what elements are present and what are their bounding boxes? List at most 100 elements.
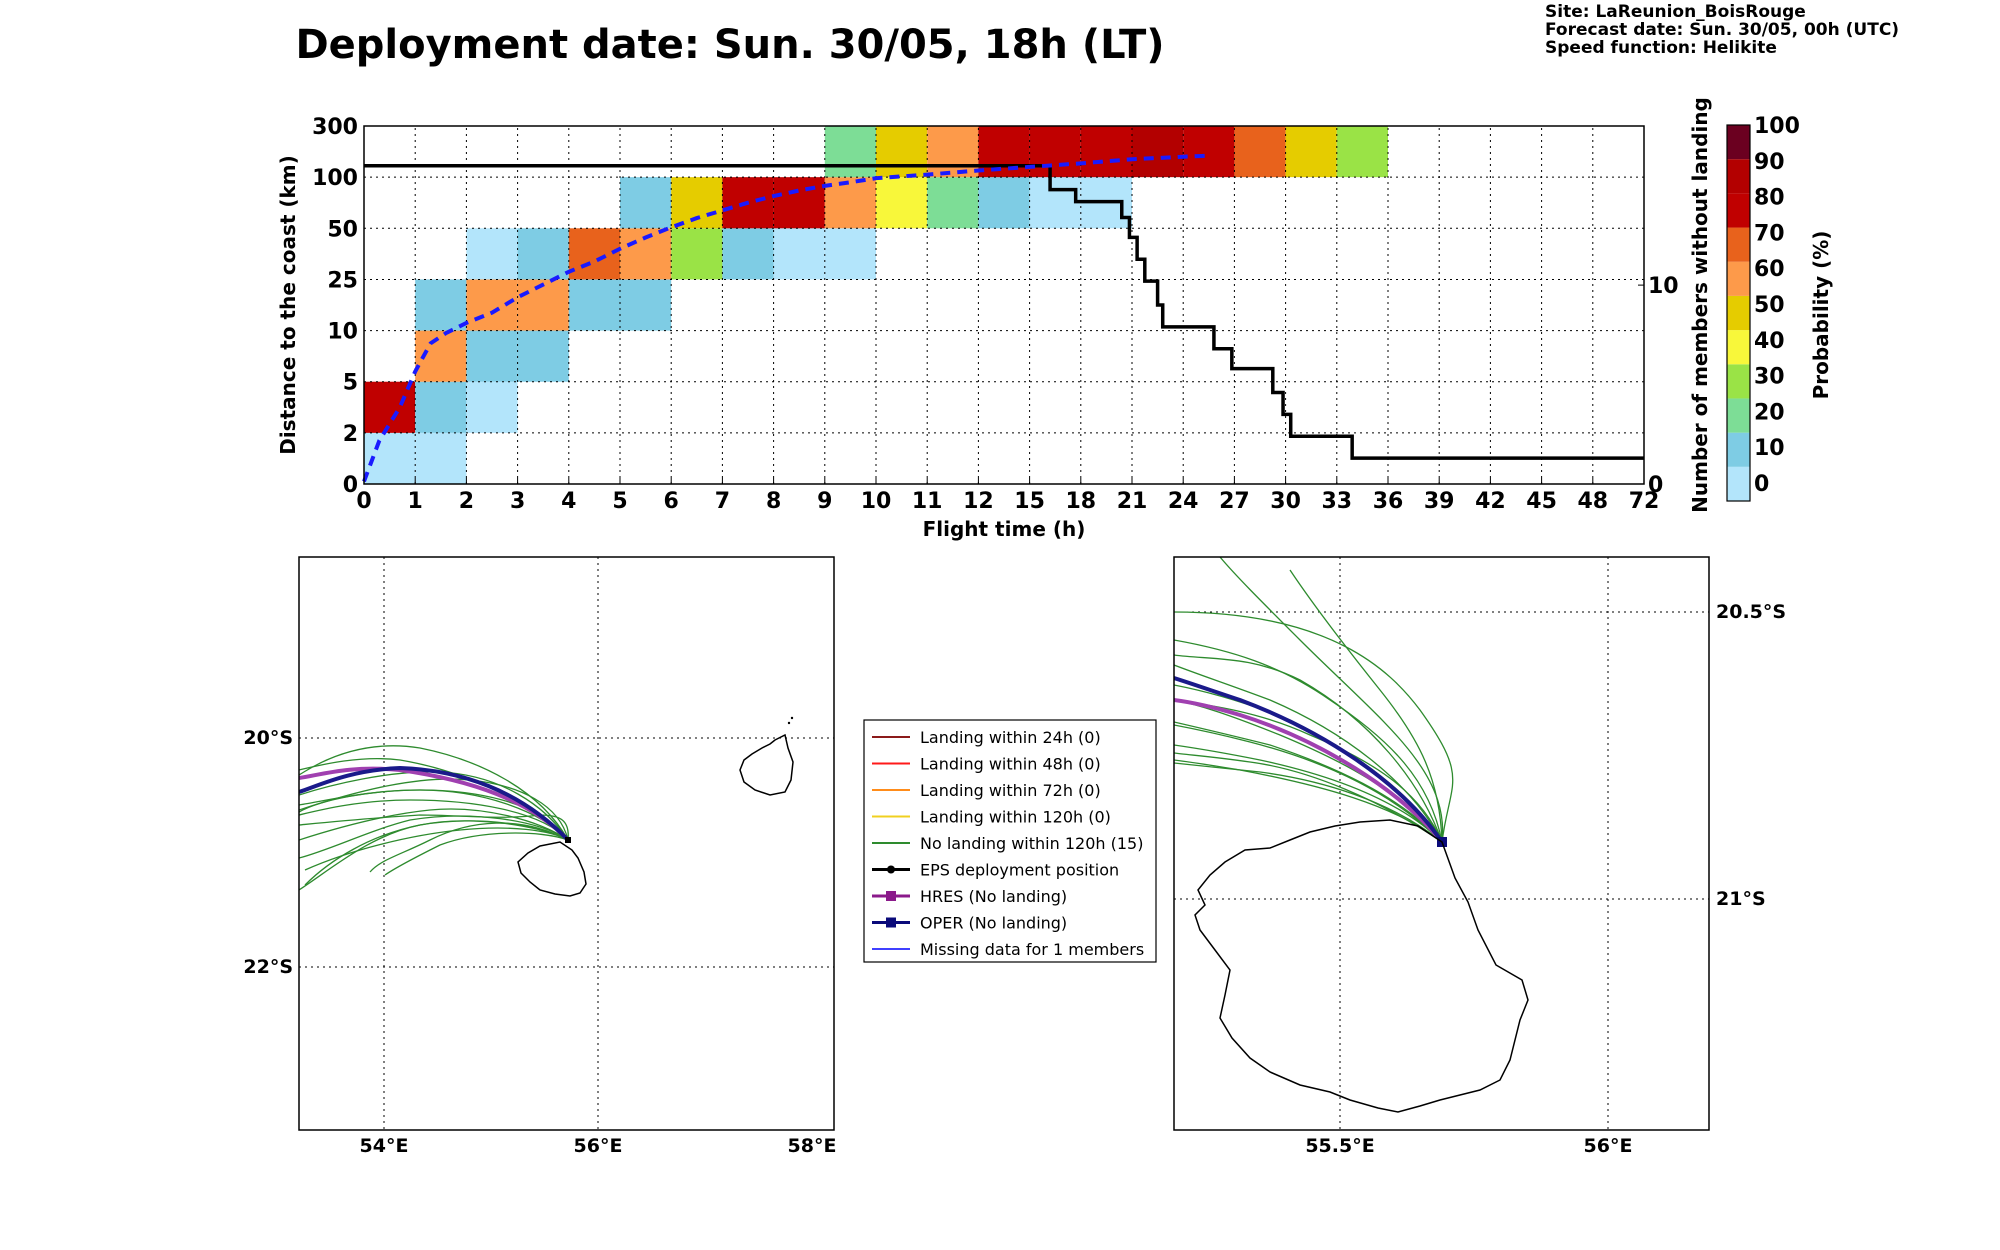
colorbar-frame <box>1726 124 1751 502</box>
legend-label: EPS deployment position <box>920 861 1119 880</box>
heatmap-cell <box>1029 126 1081 178</box>
colorbar-segment <box>1727 364 1750 399</box>
y-tick-label: 300 <box>312 115 358 140</box>
member-trajectory <box>299 820 569 891</box>
heatmap-lines <box>362 153 1644 483</box>
y-tick-label: 2 <box>343 422 358 447</box>
heatmap-cell <box>773 177 825 229</box>
heatmap-cell <box>824 228 876 280</box>
x-tick-label: 48 <box>1577 489 1608 514</box>
heatmap-cell <box>364 381 416 433</box>
heatmap-x-label: Flight time (h) <box>923 517 1086 541</box>
heatmap-cell <box>466 381 518 433</box>
heatmap-cell <box>1183 126 1235 178</box>
colorbar-tick-label: 80 <box>1754 186 1785 211</box>
right-map-ytick: 21°S <box>1716 888 1766 910</box>
heatmap-cell <box>773 228 825 280</box>
left-mauritius-coastline <box>739 733 794 796</box>
left-map: 54°E 56°E 58°E 20°S 22°S <box>243 556 837 1157</box>
colorbar-segment <box>1727 432 1750 467</box>
heatmap-cell <box>517 279 569 331</box>
colorbar-segment <box>1727 261 1750 296</box>
heatmap-y2-ticks: 0 10 <box>1638 274 1679 498</box>
legend-marker <box>887 865 895 874</box>
y-tick-label: 0 <box>343 473 358 498</box>
heatmap-cell <box>876 126 928 178</box>
member-trajectory <box>1174 744 1443 843</box>
x-tick-label: 10 <box>861 489 892 514</box>
heatmap-cell <box>568 228 620 280</box>
heatmap-x-ticks: 0 1 2 3 4 5 6 7 8 9 10 11 12 15 18 21 24 27 30 33 36 39 42 45 48… <box>356 478 1659 514</box>
heatmap-cell <box>671 177 723 229</box>
left-oper-trajectory <box>299 765 570 842</box>
member-trajectory <box>369 822 569 873</box>
heatmap-cell <box>1080 126 1132 178</box>
heatmap-cell <box>620 279 672 331</box>
colorbar-segment <box>1727 330 1750 365</box>
left-reunion-coastline <box>517 841 587 897</box>
left-member-trajectories <box>299 745 569 891</box>
x-tick-label: 2 <box>459 489 474 514</box>
heatmap-y-label: Distance to the coast (km) <box>276 155 300 455</box>
heatmap-cell <box>1285 126 1337 178</box>
x-tick-label: 33 <box>1321 489 1352 514</box>
legend-label: HRES (No landing) <box>920 887 1067 906</box>
colorbar-tick-label: 30 <box>1754 365 1785 390</box>
x-tick-label: 15 <box>1014 489 1045 514</box>
right-oper-trajectory <box>1174 676 1444 844</box>
left-island-dot <box>790 716 794 720</box>
x-tick-label: 27 <box>1219 489 1250 514</box>
colorbar-tick-label: 0 <box>1754 472 1769 497</box>
legend-label: Landing within 48h (0) <box>920 755 1101 774</box>
left-map-xtick: 58°E <box>788 1135 837 1157</box>
x-tick-label: 45 <box>1526 489 1557 514</box>
heatmap-cells <box>364 126 1388 484</box>
x-tick-label: 36 <box>1373 489 1404 514</box>
y-tick-label: 10 <box>327 320 358 345</box>
right-map: 55.5°E 56°E 20.5°S 21°S <box>1173 556 1786 1157</box>
left-map-xtick: 54°E <box>360 1135 409 1157</box>
heatmap-cell <box>1132 126 1184 178</box>
speed-info: Speed function: Helikite <box>1545 38 1777 58</box>
y-tick-label: 25 <box>327 268 358 293</box>
heatmap-cell <box>1029 177 1081 229</box>
left-map-content <box>299 557 834 1130</box>
heatmap-cell <box>466 330 518 382</box>
member-trajectory <box>1174 654 1443 843</box>
heatmap-cell <box>517 228 569 280</box>
heatmap-cell <box>568 279 620 331</box>
colorbar-segment <box>1727 193 1750 228</box>
member-trajectory <box>384 832 569 876</box>
x-tick-label: 18 <box>1065 489 1096 514</box>
x-tick-label: 6 <box>664 489 679 514</box>
member-trajectory <box>1174 721 1443 843</box>
member-trajectory <box>1174 699 1443 843</box>
heatmap-cell <box>824 177 876 229</box>
heatmap-cell <box>620 177 672 229</box>
heatmap-cell <box>824 126 876 178</box>
left-map-frame <box>298 556 835 1131</box>
colorbar-tick-label: 20 <box>1754 400 1785 425</box>
member-trajectory <box>299 799 569 841</box>
member-trajectory <box>1174 762 1443 843</box>
x-tick-label: 39 <box>1424 489 1455 514</box>
member-trajectory <box>299 745 569 841</box>
heatmap-cell <box>722 228 774 280</box>
left-map-xtick: 56°E <box>574 1135 623 1157</box>
heatmap-cell <box>466 228 518 280</box>
colorbar: 0 10 20 30 40 50 60 70 80 90 100 <box>1726 114 1800 502</box>
right-map-xtick: 56°E <box>1584 1135 1633 1157</box>
legend-label: Landing within 72h (0) <box>920 781 1101 800</box>
left-island-dot <box>787 721 791 725</box>
member-trajectory <box>1174 724 1443 843</box>
heatmap-y2-label: Number of members without landing <box>1688 97 1712 513</box>
member-trajectory <box>299 808 569 841</box>
x-tick-label: 42 <box>1475 489 1506 514</box>
x-tick-label: 72 <box>1629 489 1660 514</box>
right-hres-trajectory <box>1174 698 1444 844</box>
colorbar-tick-label: 100 <box>1754 114 1800 139</box>
legend-label: Landing within 24h (0) <box>920 728 1101 747</box>
heatmap-cell <box>1336 126 1388 178</box>
